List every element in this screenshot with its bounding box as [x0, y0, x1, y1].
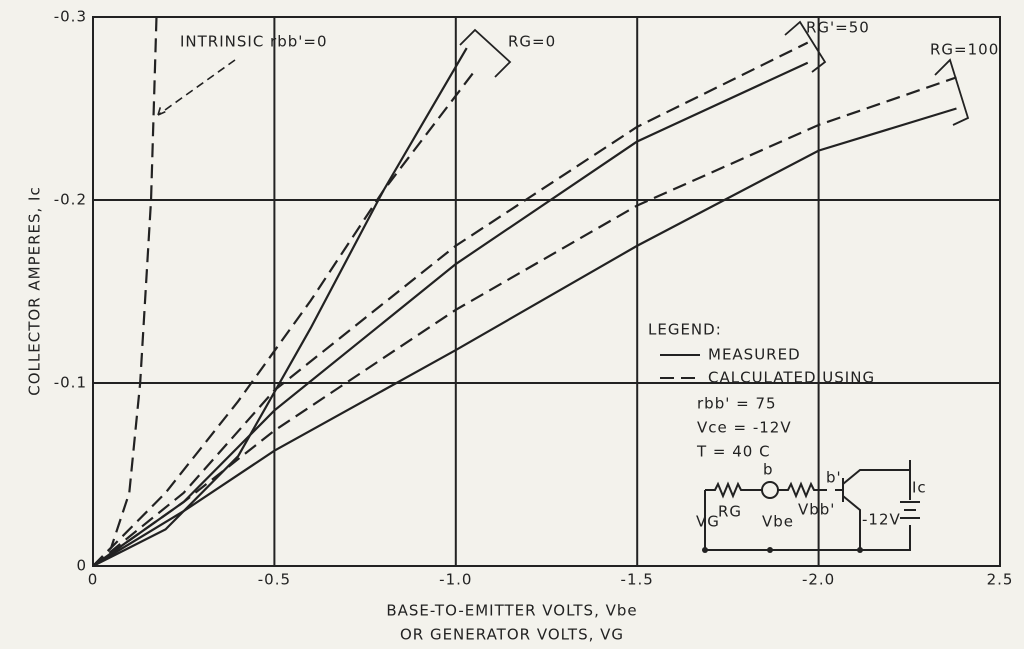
legend-note: Vce = -12V	[697, 419, 792, 437]
annotation-arrow	[157, 59, 236, 116]
legend-note: T = 40 C	[696, 443, 771, 461]
data-line	[92, 107, 957, 567]
x-tick-label: -2.0	[802, 571, 835, 589]
bracket	[934, 58, 970, 126]
data-line	[92, 16, 158, 567]
curve-label: RG=0	[508, 33, 556, 51]
circuit-wire	[778, 481, 827, 499]
y-tick-label: -0.2	[54, 191, 87, 209]
data-line	[92, 47, 468, 567]
x-tick-label: 0	[88, 571, 99, 589]
plot-frame	[92, 16, 1001, 567]
x-axis-label: BASE-TO-EMITTER VOLTS, Vbe	[386, 602, 637, 620]
curve-label: RG=100	[930, 41, 999, 59]
circuit-label: Ic	[912, 479, 927, 497]
bracket	[459, 28, 512, 78]
bracket	[784, 20, 827, 73]
curve-label: INTRINSIC rbb'=0	[180, 33, 328, 51]
circuit: RG VG b Vbe Vbb' b' -12V Ic	[696, 460, 927, 553]
y-tick-label: -0.1	[54, 374, 87, 392]
x-tick-label: -0.5	[258, 571, 291, 589]
circuit-node	[761, 481, 779, 499]
circuit-label: Vbb'	[798, 501, 835, 519]
x-tick-label: -1.5	[621, 571, 654, 589]
y-axis-label: COLLECTOR AMPERES, Ic	[26, 186, 44, 395]
x-tick-label: -1.0	[439, 571, 472, 589]
y-tick-label: -0.3	[54, 8, 87, 26]
circuit-wire	[704, 460, 920, 551]
x-axis-label: OR GENERATOR VOLTS, VG	[400, 626, 624, 644]
legend: LEGEND: MEASURED CALCULATED USING rbb' =…	[648, 321, 874, 461]
data-line	[92, 76, 957, 567]
circuit-label: b	[763, 461, 774, 479]
data-line	[92, 61, 809, 567]
circuit-node	[767, 547, 773, 553]
y-tick-label: 0	[76, 557, 87, 575]
circuit-wire	[705, 481, 762, 499]
legend-title: LEGEND:	[648, 321, 722, 339]
data-line	[92, 41, 809, 567]
legend-note: rbb' = 75	[697, 395, 777, 413]
legend-label: MEASURED	[708, 346, 801, 364]
circuit-node	[857, 547, 863, 553]
circuit-node	[702, 547, 708, 553]
circuit-label: VG	[696, 513, 720, 531]
circuit-label: b'	[826, 469, 842, 487]
circuit-label: -12V	[862, 511, 901, 529]
circuit-label: Vbe	[762, 513, 794, 531]
circuit-label: RG	[718, 503, 742, 521]
x-tick-label: 2.5	[987, 571, 1014, 589]
data-line	[92, 71, 475, 567]
curve-label: RG'=50	[806, 19, 870, 37]
